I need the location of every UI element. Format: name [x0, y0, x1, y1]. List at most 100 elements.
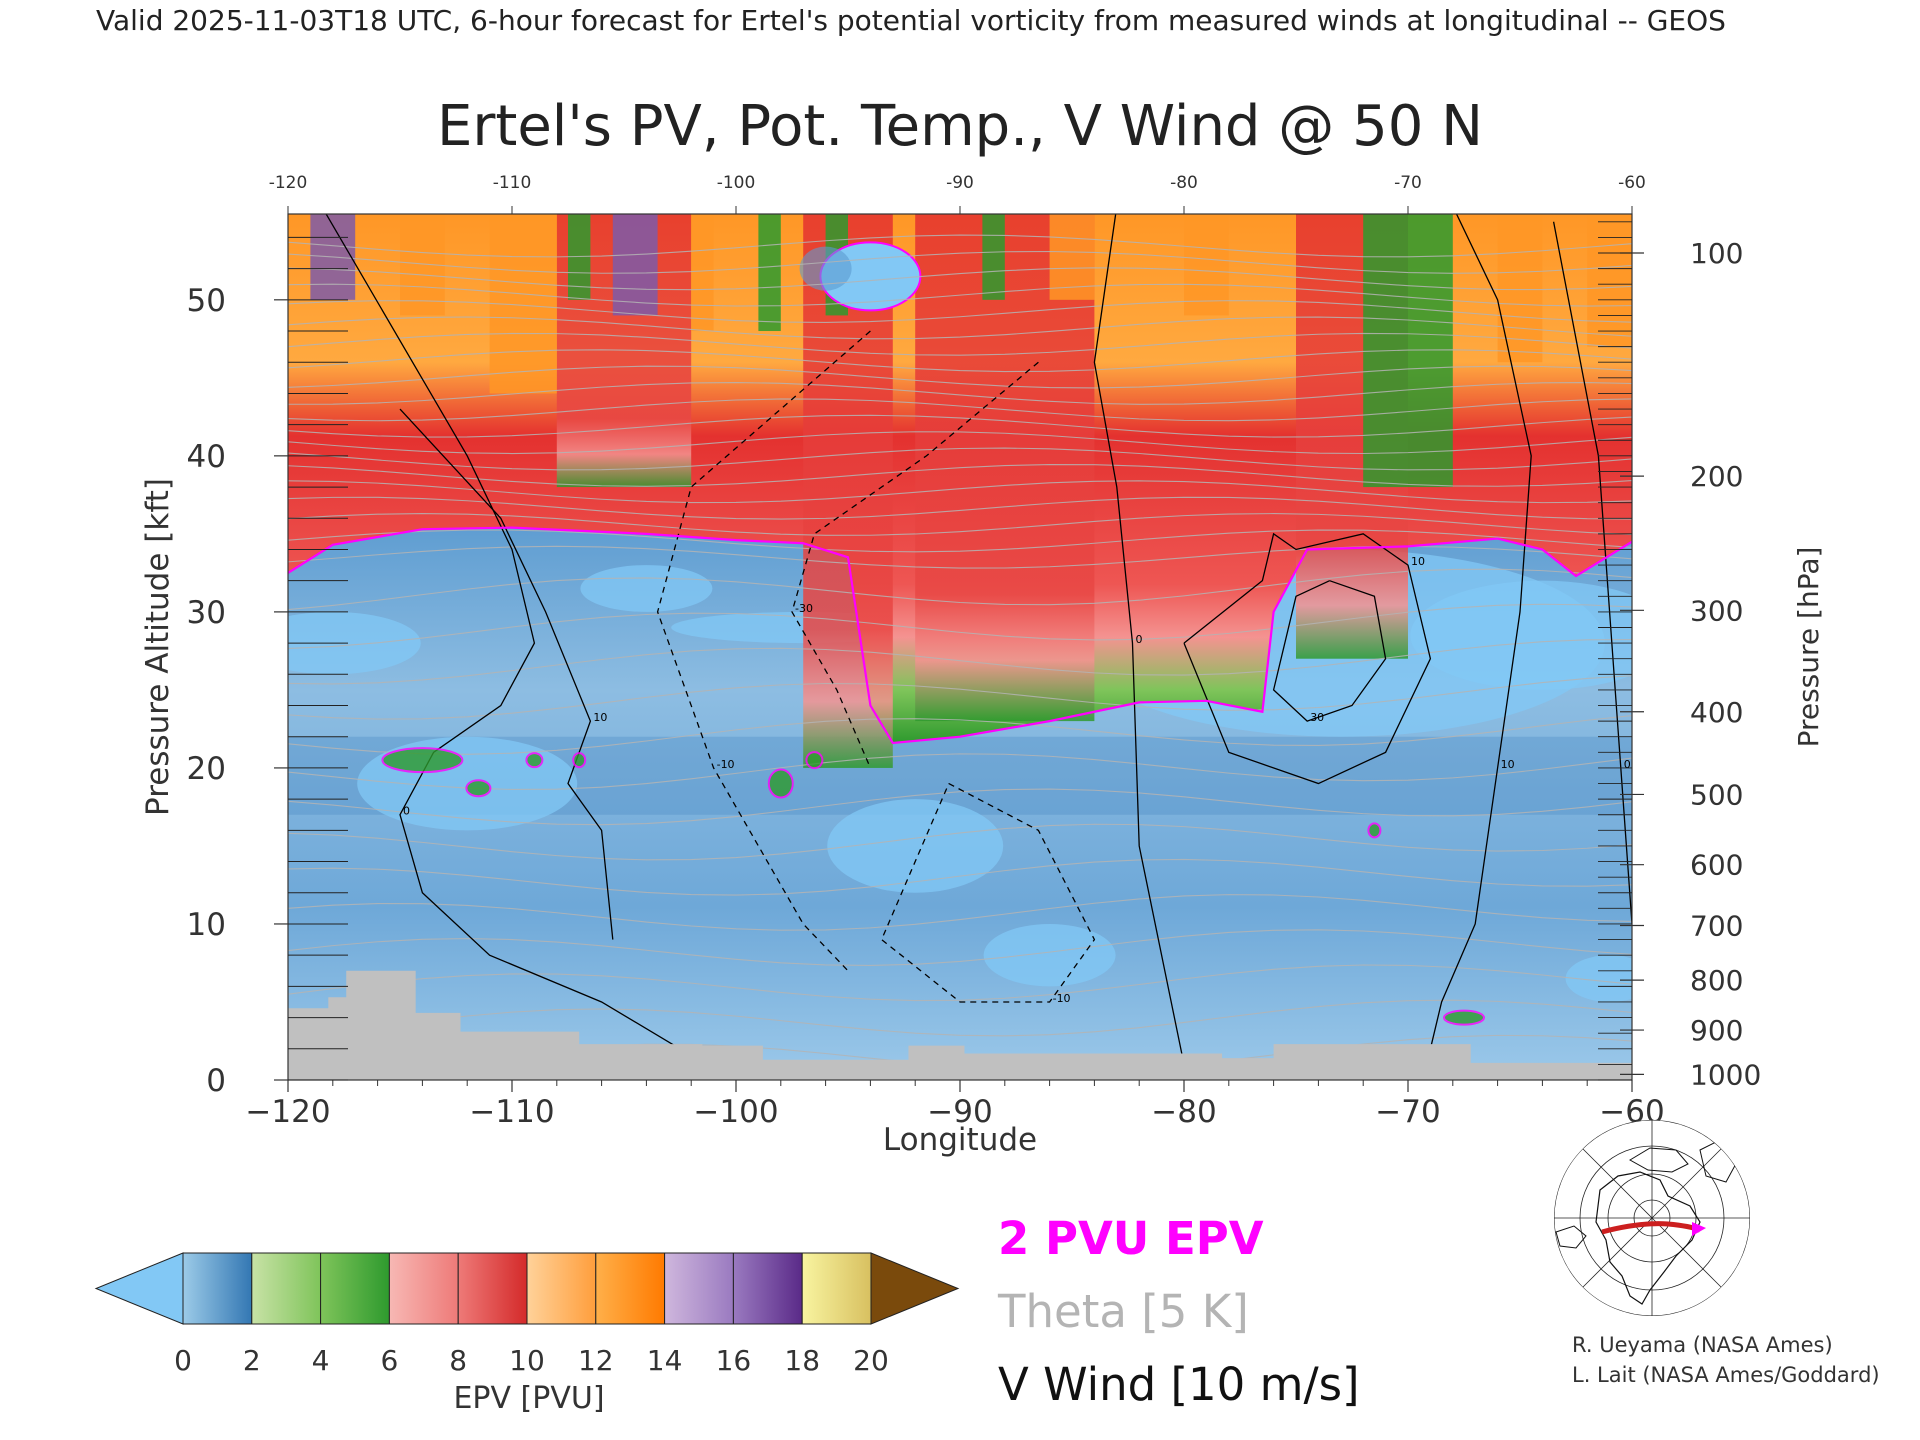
pv-blob: [1443, 1009, 1485, 1026]
colorbar-bin: [732, 1252, 803, 1325]
epv-colorbar: 0 2 4 6 8 10 12 14 16 18 20: [94, 1252, 960, 1377]
epv-field: [288, 214, 1632, 1080]
colorbar-tick-label: 0: [174, 1344, 192, 1377]
credit-line-1: R. Ueyama (NASA Ames): [1572, 1333, 1833, 1357]
pressure-tick-label: 700: [1690, 910, 1743, 943]
x-tick-label: −110: [469, 1094, 554, 1130]
y-tick-label: 30: [187, 595, 226, 631]
y-axis-label-right: Pressure [hPa]: [1792, 547, 1825, 748]
colorbar-bin: [526, 1252, 597, 1325]
x-tick-label: −70: [1375, 1094, 1440, 1130]
colorbar-tick-label: 2: [243, 1344, 261, 1377]
theta-contour: [288, 529, 1632, 553]
theta-contour: [288, 568, 1632, 611]
theta-contour: [288, 964, 1632, 1002]
y-tick-label: 50: [187, 283, 226, 319]
theta-contour: [288, 234, 1632, 258]
theta-contour: [288, 788, 1632, 826]
colorbar-tick-label: 20: [853, 1344, 889, 1377]
pv-blob: [572, 752, 587, 769]
colorbar-tick-label: 4: [312, 1344, 330, 1377]
theta-contour: [288, 480, 1632, 504]
colorbar-bin: [320, 1252, 390, 1325]
colorbar-bin: [457, 1252, 528, 1325]
colorbar-tick-label: 10: [509, 1344, 545, 1377]
top-x-tick-label: -120: [269, 173, 308, 193]
x-tick-label: −90: [927, 1094, 992, 1130]
v-wind-contour-label: 10: [593, 711, 607, 724]
legend-wind: V Wind [10 m/s]: [998, 1358, 1360, 1411]
theta-contour: [288, 858, 1632, 896]
chart-title: Ertel's PV, Pot. Temp., V Wind @ 50 N: [437, 94, 1483, 159]
terrain: [288, 970, 1632, 1080]
v-wind-contour-label: 30: [1310, 711, 1324, 724]
pressure-tick-label: 900: [1690, 1014, 1743, 1047]
colorbar-tick-label: 12: [578, 1344, 614, 1377]
v-wind-contour-label: 0: [1135, 633, 1142, 646]
theta-contour: [288, 250, 1632, 274]
pressure-tick-label: 800: [1690, 964, 1743, 997]
theta-contour: [288, 496, 1632, 520]
theta-contour: [288, 463, 1632, 487]
north-america-polar-map-icon: [1554, 1120, 1750, 1316]
y-tick-label: 10: [187, 907, 226, 943]
theta-contour: [288, 267, 1632, 291]
pressure-tick-label: 400: [1690, 696, 1743, 729]
v-wind-contour: [656, 330, 871, 972]
y-axis-label-left: Pressure Altitude [kft]: [140, 478, 176, 816]
colorbar-tick-label: 14: [647, 1344, 683, 1377]
pv-blob: [381, 747, 464, 774]
theta-contour: [288, 431, 1632, 455]
top-x-tick-label: -70: [1394, 173, 1422, 193]
colorbar-tick-label: 16: [716, 1344, 752, 1377]
x-tick-label: −100: [693, 1094, 778, 1130]
theta-contour: [288, 381, 1632, 405]
theta-contour: [288, 513, 1632, 536]
pv-blob: [465, 779, 492, 798]
v-wind-contour: [880, 782, 1096, 1003]
v-wind-contour-label: 10: [1411, 555, 1425, 568]
colorbar-bin: [182, 1252, 253, 1325]
theta-contour: [288, 447, 1632, 471]
pv-blob: [525, 752, 544, 769]
v-wind-contour: [1183, 532, 1432, 785]
pressure-tick-label: 500: [1690, 778, 1743, 811]
pv-blob: [805, 751, 824, 770]
v-wind-contours: 0 10 -10 -30 -10 0 10 30 10 0: [325, 214, 1632, 1073]
theta-contour: [288, 715, 1632, 755]
v-wind-contour: [399, 408, 614, 940]
colorbar-tick-label: 8: [449, 1344, 467, 1377]
colorbar-bin: [801, 1252, 872, 1325]
theta-contour: [288, 638, 1632, 685]
legend-pv: 2 PVU EPV: [998, 1212, 1264, 1265]
theta-contour: [288, 349, 1632, 373]
theta-contour: [288, 675, 1632, 720]
theta-contour: [288, 894, 1632, 931]
y-tick-label: 0: [206, 1063, 226, 1099]
axes: −120-120−110-110−100-100−90-90−80-80−70-…: [187, 173, 1762, 1130]
low-pv-patch: [1410, 580, 1632, 690]
theta-contour: [288, 603, 1632, 649]
theta-contour: [288, 753, 1632, 791]
top-x-tick-label: -90: [946, 173, 974, 193]
x-axis-label: Longitude: [883, 1122, 1037, 1158]
v-wind-contour-label: -10: [1053, 992, 1071, 1005]
pressure-tick-label: 300: [1690, 594, 1743, 627]
top-x-tick-label: -110: [493, 173, 532, 193]
theta-contour: [288, 283, 1632, 307]
pressure-tick-label: 200: [1690, 460, 1743, 493]
colorbar-over-arrow: [870, 1252, 960, 1325]
colorbar-label: EPV [PVU]: [453, 1381, 604, 1416]
top-x-tick-label: -100: [717, 173, 756, 193]
theta-contour: [288, 316, 1632, 340]
x-tick-label: −80: [1151, 1094, 1216, 1130]
theta-contour: [288, 365, 1632, 389]
v-wind-contour-label: 0: [1624, 758, 1631, 771]
pressure-tick-label: 600: [1690, 849, 1743, 882]
pv-streak: [982, 214, 1005, 300]
pv-streak: [691, 214, 714, 332]
theta-contours: [288, 234, 1632, 1079]
colorbar-bin: [664, 1252, 734, 1325]
theta-contour: [288, 398, 1632, 422]
pv-streak: [1049, 214, 1095, 300]
